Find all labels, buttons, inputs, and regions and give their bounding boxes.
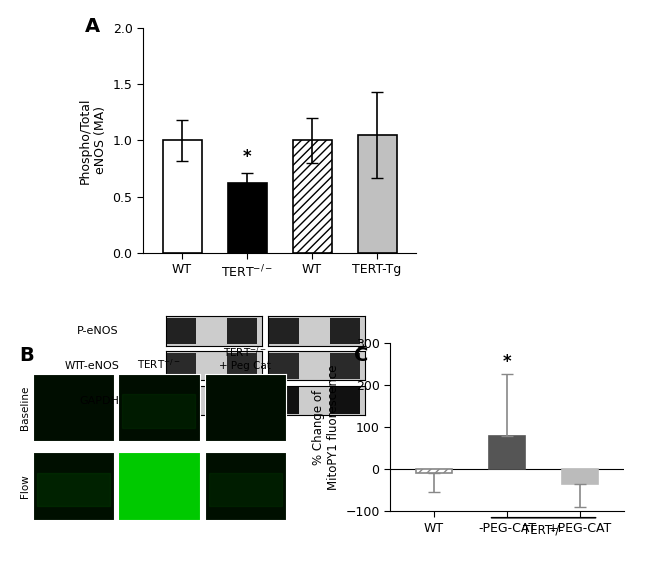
Bar [162,140,202,253]
Text: WT: WT [65,361,81,371]
Bar [330,352,360,379]
Y-axis label: % Change of
MitoPY1 fluorescence: % Change of MitoPY1 fluorescence [311,364,340,490]
Bar [268,318,299,345]
Text: C: C [354,346,369,365]
Text: T-eNOS: T-eNOS [78,361,119,371]
Bar [292,140,332,253]
Bar [227,352,257,379]
Bar [227,318,257,345]
Text: *: * [242,148,252,166]
Text: TERT$^{-/-}$
+ Peg Cat: TERT$^{-/-}$ + Peg Cat [220,346,271,371]
Text: *: * [502,353,512,371]
Bar [415,469,452,473]
Bar [227,387,257,414]
Text: P-eNOS: P-eNOS [77,326,119,336]
Text: B: B [20,346,34,365]
Bar [562,469,599,484]
Text: TERT$^{-/-}$: TERT$^{-/-}$ [137,357,181,371]
Bar [36,473,110,506]
Bar [489,436,525,469]
Bar [166,318,196,345]
Bar [358,135,396,253]
Bar [166,387,196,414]
Bar [330,387,360,414]
Text: A: A [84,17,99,36]
Bar [166,352,196,379]
Y-axis label: Phospho/Total
eNOS (MA): Phospho/Total eNOS (MA) [79,97,107,184]
Bar [227,183,266,253]
Bar [330,318,360,345]
Text: GAPDH: GAPDH [79,396,119,406]
Bar [268,352,299,379]
Bar [209,473,282,506]
Bar [268,387,299,414]
Bar [122,394,196,428]
Text: TERT-/-: TERT-/- [523,523,564,536]
Text: Flow: Flow [20,474,30,498]
Text: Baseline: Baseline [20,386,30,429]
